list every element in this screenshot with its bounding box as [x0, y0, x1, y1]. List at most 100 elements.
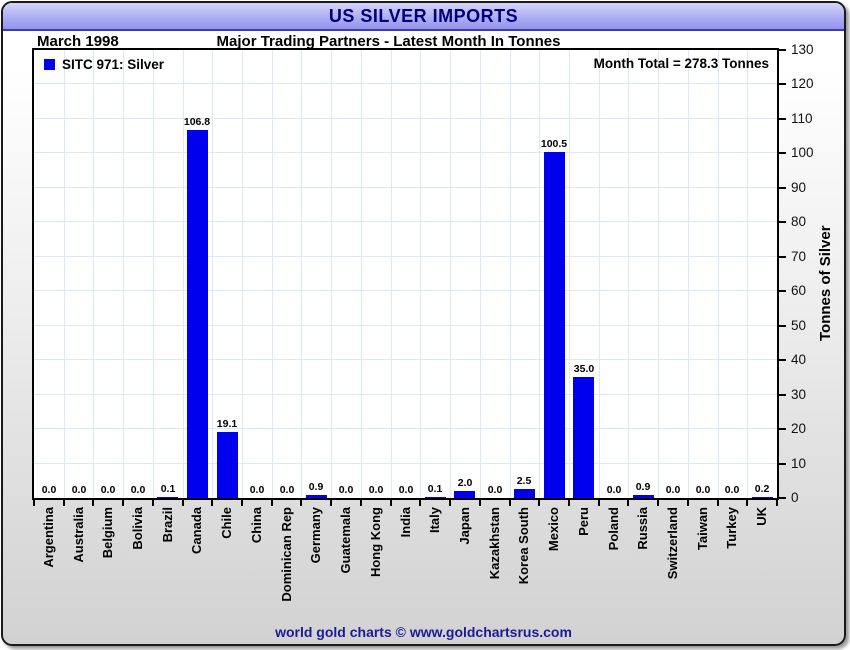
y-tick-mark	[779, 187, 786, 189]
x-tick-label: Russia	[635, 507, 650, 550]
x-tick-mark	[241, 500, 243, 506]
y-tick-label: 120	[791, 76, 814, 91]
y-tick-mark	[779, 49, 786, 51]
y-tick-mark	[779, 428, 786, 430]
vertical-gridline	[747, 50, 748, 498]
bar-uk	[752, 497, 773, 498]
x-axis-ticks	[32, 500, 779, 507]
bar-value-label: 2.0	[457, 477, 473, 489]
vertical-gridline	[183, 50, 184, 498]
bar-value-label: 0.2	[754, 483, 770, 495]
vertical-gridline	[123, 50, 124, 498]
vertical-gridline	[242, 50, 243, 498]
vertical-gridline	[569, 50, 570, 498]
horizontal-gridline	[34, 462, 777, 464]
bar-value-label: 0.0	[398, 484, 414, 496]
x-tick-label: Dominican Rep	[279, 507, 294, 602]
x-tick-mark	[538, 500, 540, 506]
bar-value-label: 100.5	[540, 138, 568, 150]
x-axis-labels: Argentina Australia Belgium Bolivia Brazil Ca…	[32, 507, 779, 619]
bar-italy	[425, 497, 446, 498]
x-tick-mark	[479, 500, 481, 506]
x-tick-mark	[152, 500, 154, 506]
vertical-gridline	[718, 50, 719, 498]
y-tick-mark	[779, 497, 786, 499]
x-tick-mark	[63, 500, 65, 506]
x-tick-mark	[568, 500, 570, 506]
x-tick-label: Belgium	[100, 507, 115, 559]
y-tick-mark	[779, 152, 786, 154]
y-tick-label: 10	[791, 456, 807, 471]
x-tick-mark	[687, 500, 689, 506]
bar-value-label: 0.0	[665, 484, 681, 496]
bar-value-label: 0.0	[606, 484, 622, 496]
vertical-gridline	[658, 50, 659, 498]
bar-canada	[187, 130, 208, 498]
y-tick-mark	[779, 394, 786, 396]
chart-legend: SITC 971: Silver	[44, 57, 164, 72]
x-tick-mark	[449, 500, 451, 506]
horizontal-gridline	[34, 324, 777, 326]
y-axis-title: Tonnes of Silver	[817, 225, 834, 341]
bar-mexico	[544, 152, 565, 498]
page-title: US SILVER IMPORTS	[328, 6, 519, 26]
x-tick-label: Brazil	[160, 507, 175, 543]
bar-brazil	[157, 497, 178, 498]
y-tick-mark	[779, 83, 786, 85]
bar-value-label: 0.0	[724, 484, 740, 496]
x-tick-mark	[33, 500, 35, 506]
x-tick-label: UK	[754, 507, 769, 526]
x-tick-label: Chile	[219, 507, 234, 539]
x-tick-mark	[717, 500, 719, 506]
bar-value-label: 0.1	[160, 483, 176, 495]
y-tick-label: 50	[791, 318, 807, 333]
legend-swatch-icon	[44, 59, 55, 70]
plot-grid-and-bars: 0.0 0.0 0.0 0.0 0.1 106.8 19.1 0.0 0.0 0.9 0.0 0.0 0…	[34, 50, 777, 498]
report-month-label: March 1998	[37, 33, 119, 50]
horizontal-gridline	[34, 152, 777, 154]
vertical-gridline	[450, 50, 451, 498]
x-tick-label: Germany	[308, 507, 323, 564]
y-tick-label: 110	[791, 111, 813, 126]
horizontal-gridline	[34, 255, 777, 257]
chart-header-row: March 1998 Major Trading Partners - Late…	[3, 33, 844, 50]
bar-russia	[633, 495, 654, 498]
horizontal-gridline	[34, 428, 777, 430]
y-tick-mark	[779, 359, 786, 361]
x-tick-label: Taiwan	[695, 507, 710, 551]
y-tick-mark	[779, 290, 786, 292]
y-tick-mark	[779, 118, 786, 120]
chart-subtitle: Major Trading Partners - Latest Month In…	[216, 33, 561, 50]
x-tick-mark	[509, 500, 511, 506]
bar-value-label: 0.0	[41, 484, 57, 496]
y-tick-label: 80	[791, 214, 807, 229]
x-tick-label: Peru	[576, 507, 591, 536]
vertical-gridline	[391, 50, 392, 498]
x-tick-mark	[300, 500, 302, 506]
horizontal-gridline	[34, 359, 777, 361]
bar-value-label: 0.0	[487, 484, 503, 496]
x-tick-label: India	[398, 507, 413, 538]
x-tick-mark	[390, 500, 392, 506]
y-tick-label: 60	[791, 283, 807, 298]
bar-value-label: 0.0	[695, 484, 711, 496]
legend-series-label: SITC 971: Silver	[62, 57, 165, 72]
x-tick-mark	[657, 500, 659, 506]
x-tick-mark	[182, 500, 184, 506]
horizontal-gridline	[34, 290, 777, 292]
x-tick-label: Canada	[189, 507, 204, 554]
vertical-gridline	[153, 50, 154, 498]
vertical-gridline	[272, 50, 273, 498]
y-tick-label: 90	[791, 180, 807, 195]
x-tick-mark	[211, 500, 213, 506]
horizontal-gridline	[34, 221, 777, 223]
bar-value-label: 0.0	[71, 484, 87, 496]
bar-value-label: 0.0	[368, 484, 384, 496]
x-tick-label: Italy	[427, 507, 442, 534]
bar-value-label: 0.9	[308, 481, 324, 493]
x-tick-label: Bolivia	[130, 507, 145, 550]
y-axis: 0 10 20 30 40 50 60 70 80 90 100 110 120 130	[779, 3, 844, 523]
vertical-gridline	[93, 50, 94, 498]
